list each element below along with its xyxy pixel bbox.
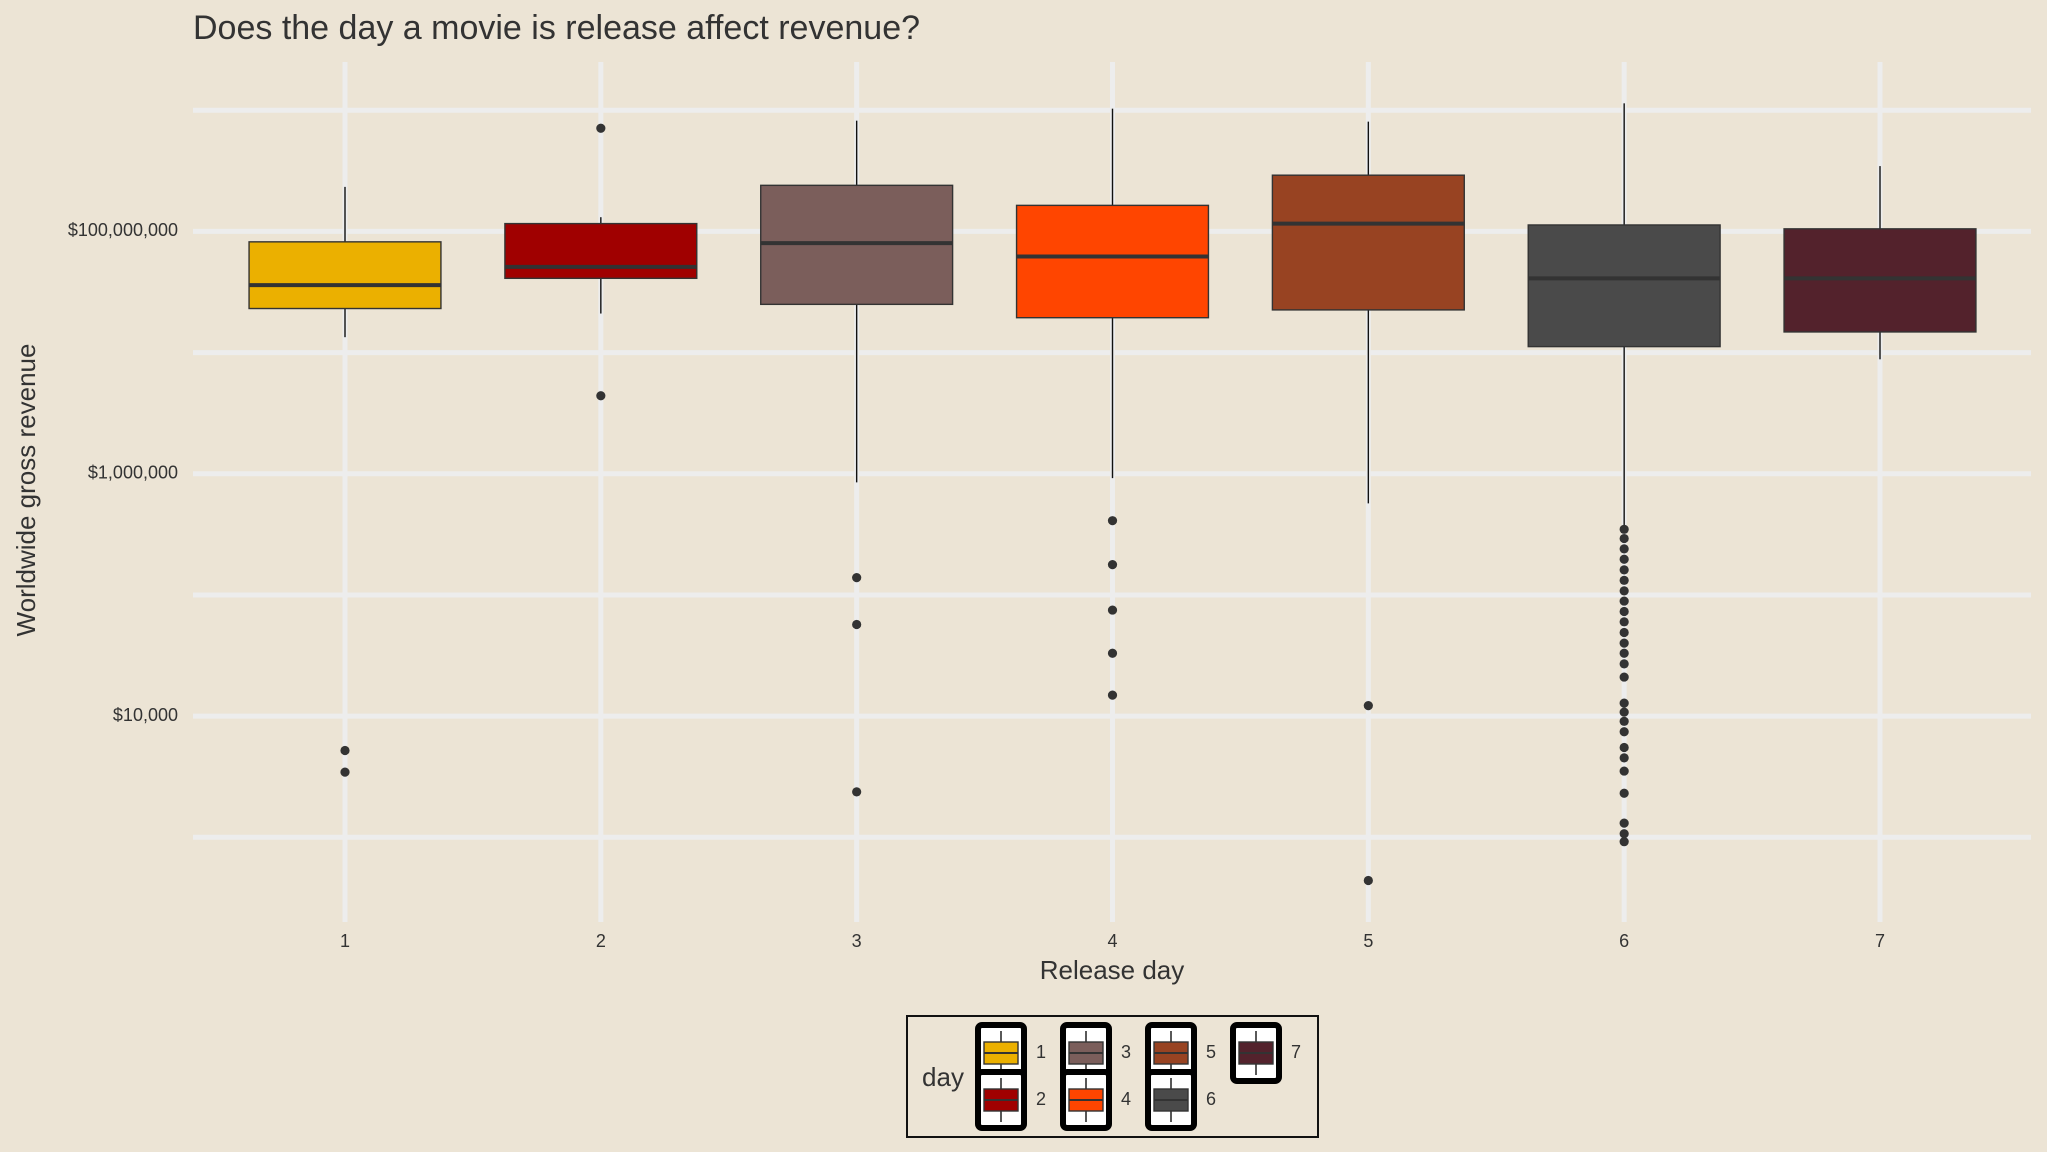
outlier — [1619, 837, 1629, 847]
outlier — [1619, 766, 1629, 776]
box — [1783, 228, 1977, 333]
legend-label: 6 — [1206, 1089, 1216, 1109]
x-tick-label: 4 — [1107, 931, 1117, 951]
outlier — [596, 123, 606, 133]
outlier — [1619, 727, 1629, 737]
outlier — [1619, 753, 1629, 763]
outlier — [1107, 690, 1118, 700]
x-tick-label: 6 — [1619, 931, 1629, 951]
y-tick-label: $10,000 — [113, 705, 178, 725]
x-tick-label: 3 — [852, 931, 862, 951]
outlier — [1363, 875, 1373, 886]
x-tick-label: 5 — [1363, 931, 1373, 951]
x-tick-label: 1 — [340, 931, 350, 951]
outlier — [1619, 617, 1629, 627]
chart-title: Does the day a movie is release affect r… — [193, 9, 920, 47]
y-tick-label: $1,000,000 — [88, 463, 178, 483]
outlier — [1107, 516, 1118, 526]
legend-box — [906, 1015, 1319, 1138]
legend-label: 4 — [1121, 1089, 1131, 1109]
box — [1271, 174, 1465, 311]
outlier — [1619, 659, 1629, 669]
y-tick-label: $100,000,000 — [68, 220, 178, 240]
outlier — [1619, 672, 1629, 682]
outlier — [1619, 606, 1629, 617]
outlier — [1619, 638, 1629, 648]
outlier — [1619, 788, 1629, 798]
outlier — [596, 391, 606, 401]
box — [504, 222, 698, 280]
outlier — [1619, 524, 1629, 534]
x-axis-title: Release day — [1040, 955, 1185, 985]
box — [248, 241, 442, 310]
outlier — [1619, 575, 1629, 585]
box — [1527, 224, 1721, 348]
legend-label: 2 — [1036, 1089, 1046, 1109]
outlier — [1619, 829, 1629, 839]
legend-label: 7 — [1291, 1042, 1301, 1062]
outlier — [1619, 716, 1629, 726]
outlier — [1619, 742, 1629, 753]
outlier — [1619, 544, 1629, 554]
legend-label: 5 — [1206, 1042, 1216, 1062]
outlier — [340, 767, 350, 777]
outlier — [1619, 533, 1629, 544]
outlier — [1619, 698, 1629, 708]
box — [1015, 204, 1210, 319]
outlier — [1619, 648, 1629, 658]
legend-label: 3 — [1121, 1042, 1131, 1062]
x-tick-label: 7 — [1875, 931, 1885, 951]
outlier — [852, 787, 862, 797]
outlier — [1107, 648, 1118, 658]
outlier — [1107, 559, 1118, 570]
outlier — [1619, 707, 1629, 717]
outlier — [1107, 605, 1118, 615]
y-axis-title: Worldwide gross revenue — [11, 344, 41, 637]
outlier — [1619, 818, 1629, 828]
legend-label: 1 — [1036, 1042, 1046, 1062]
legend-title: day — [922, 1062, 964, 1092]
outlier — [852, 619, 862, 630]
x-tick-label: 2 — [596, 931, 606, 951]
outlier — [1619, 554, 1629, 564]
outlier — [1363, 701, 1373, 711]
outlier — [1619, 586, 1629, 596]
outlier — [1619, 627, 1629, 638]
outlier — [852, 573, 862, 583]
outlier — [340, 745, 350, 756]
outlier — [1619, 565, 1629, 575]
outlier — [1619, 596, 1629, 606]
